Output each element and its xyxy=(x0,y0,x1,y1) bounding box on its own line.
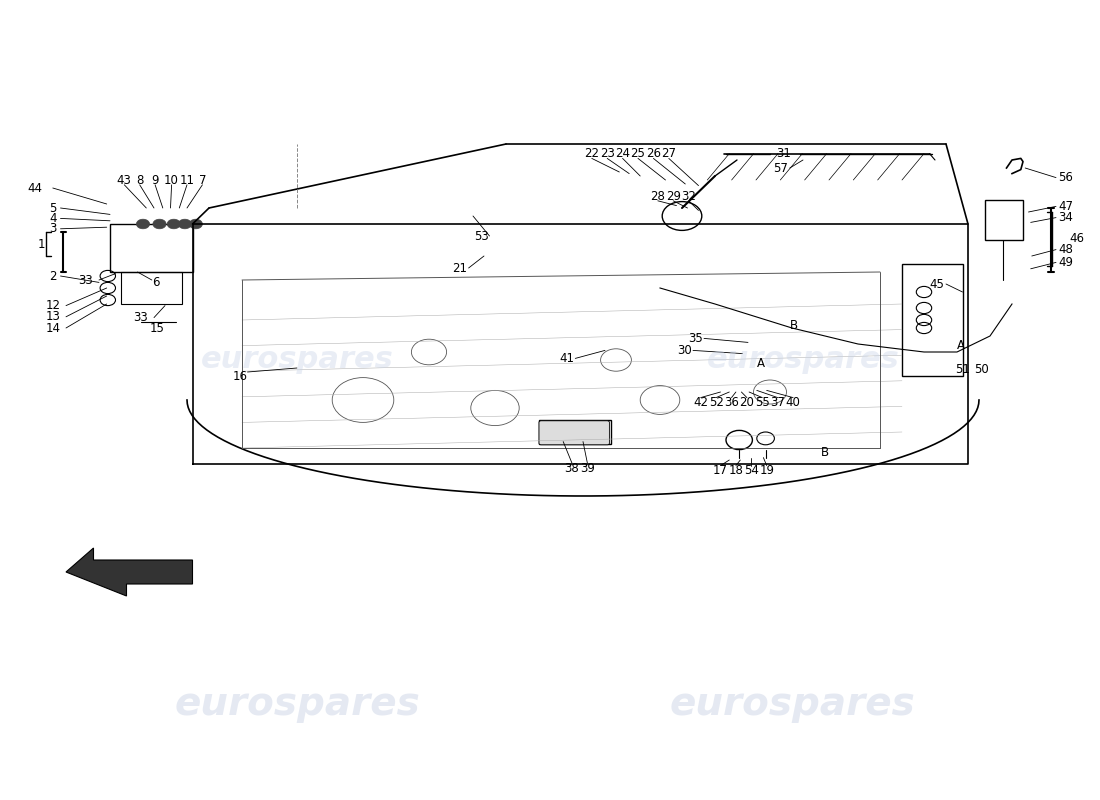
Text: eurospares: eurospares xyxy=(706,346,900,374)
Bar xyxy=(984,200,1023,240)
Text: 46: 46 xyxy=(1069,232,1085,245)
Text: 18: 18 xyxy=(728,464,744,477)
Text: 43: 43 xyxy=(117,174,132,186)
Text: 40: 40 xyxy=(785,396,801,409)
Circle shape xyxy=(178,219,191,229)
Text: 23: 23 xyxy=(600,147,615,160)
Text: eurospares: eurospares xyxy=(174,685,420,723)
Bar xyxy=(539,420,610,444)
Text: 9: 9 xyxy=(152,174,158,186)
Bar xyxy=(121,272,182,304)
Text: 2: 2 xyxy=(50,270,56,282)
Text: 11: 11 xyxy=(179,174,195,186)
Text: 1: 1 xyxy=(39,238,45,250)
Text: 33: 33 xyxy=(133,311,148,324)
Text: 56: 56 xyxy=(1058,171,1074,184)
Text: eurospares: eurospares xyxy=(200,346,394,374)
Text: 54: 54 xyxy=(744,464,759,477)
Text: 8: 8 xyxy=(136,174,143,186)
Text: 12: 12 xyxy=(45,299,60,312)
Text: B: B xyxy=(790,319,799,332)
Text: 17: 17 xyxy=(713,464,728,477)
Text: 41: 41 xyxy=(559,352,574,365)
Text: 42: 42 xyxy=(693,396,708,409)
Text: 44: 44 xyxy=(28,182,43,194)
Text: 10: 10 xyxy=(164,174,179,186)
Text: 27: 27 xyxy=(661,147,676,160)
Circle shape xyxy=(167,219,180,229)
Text: 47: 47 xyxy=(1058,200,1074,213)
Text: 57: 57 xyxy=(773,162,789,174)
Text: 20: 20 xyxy=(739,396,755,409)
Circle shape xyxy=(189,219,202,229)
Text: 51: 51 xyxy=(955,363,970,376)
Text: 31: 31 xyxy=(776,147,791,160)
Text: 26: 26 xyxy=(646,147,661,160)
Text: 28: 28 xyxy=(650,190,666,202)
Text: 16: 16 xyxy=(232,370,248,382)
Text: 29: 29 xyxy=(666,190,681,202)
Text: 3: 3 xyxy=(50,222,56,235)
Text: B: B xyxy=(821,446,829,458)
FancyBboxPatch shape xyxy=(539,421,609,445)
Text: 19: 19 xyxy=(759,464,774,477)
Text: 53: 53 xyxy=(474,230,490,242)
Text: 5: 5 xyxy=(50,202,56,214)
Text: 25: 25 xyxy=(630,147,646,160)
Text: A: A xyxy=(757,358,766,370)
Text: 39: 39 xyxy=(580,462,595,474)
Text: 35: 35 xyxy=(688,332,703,345)
Text: eurospares: eurospares xyxy=(669,685,915,723)
Text: 52: 52 xyxy=(708,396,724,409)
Text: 15: 15 xyxy=(150,322,165,334)
Text: 22: 22 xyxy=(584,147,600,160)
Text: 32: 32 xyxy=(681,190,696,202)
Text: 36: 36 xyxy=(724,396,739,409)
Text: 14: 14 xyxy=(45,322,60,334)
Text: 48: 48 xyxy=(1058,243,1074,256)
Text: 34: 34 xyxy=(1058,211,1074,224)
Text: 55: 55 xyxy=(755,396,770,409)
Polygon shape xyxy=(66,548,192,596)
Text: 33: 33 xyxy=(78,274,94,286)
Text: 21: 21 xyxy=(452,262,468,274)
Text: 38: 38 xyxy=(564,462,580,474)
Bar xyxy=(902,264,962,376)
Text: 13: 13 xyxy=(45,310,60,323)
Text: 49: 49 xyxy=(1058,256,1074,269)
Text: 50: 50 xyxy=(974,363,989,376)
Circle shape xyxy=(136,219,150,229)
Text: 7: 7 xyxy=(199,174,206,186)
Bar xyxy=(110,224,192,272)
Circle shape xyxy=(153,219,166,229)
Text: 30: 30 xyxy=(676,344,692,357)
Text: 4: 4 xyxy=(50,212,56,225)
Text: 24: 24 xyxy=(615,147,630,160)
Text: 37: 37 xyxy=(770,396,785,409)
Text: 6: 6 xyxy=(153,276,159,289)
Text: A: A xyxy=(957,339,966,352)
Text: 45: 45 xyxy=(930,278,945,290)
